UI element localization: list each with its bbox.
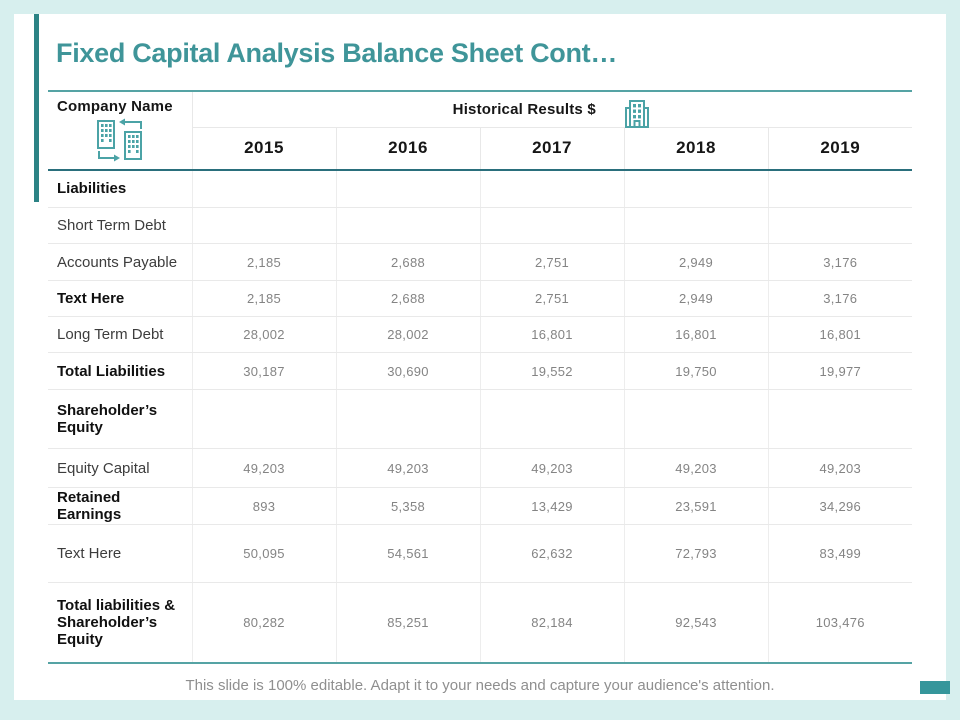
cell-value: 50,095 bbox=[191, 524, 336, 583]
table-row-equity-capital: Equity Capital 49,203 49,203 49,203 49,2… bbox=[48, 448, 913, 488]
cell-value bbox=[767, 389, 913, 449]
cell-value: 23,591 bbox=[623, 487, 768, 525]
table-row-text-here-2: Text Here 50,095 54,561 62,632 72,793 83… bbox=[48, 524, 913, 583]
table-row-long-term-debt: Long Term Debt 28,002 28,002 16,801 16,8… bbox=[48, 316, 913, 353]
footer-note: This slide is 100% editable. Adapt it to… bbox=[185, 677, 775, 694]
table-row-total-liabilities: Total Liabilities 30,187 30,690 19,552 1… bbox=[48, 352, 913, 390]
table-row-text-here-1: Text Here 2,185 2,688 2,751 2,949 3,176 bbox=[48, 280, 913, 317]
cell-value: 82,184 bbox=[479, 582, 624, 663]
cell-value: 3,176 bbox=[767, 280, 913, 317]
title-accent-bar bbox=[34, 14, 39, 202]
cell-value bbox=[335, 169, 480, 208]
row-label: Text Here bbox=[48, 524, 192, 583]
cell-value bbox=[335, 389, 480, 449]
cell-value bbox=[191, 207, 336, 244]
cell-value bbox=[191, 169, 336, 208]
cell-value: 49,203 bbox=[623, 448, 768, 488]
cell-value: 49,203 bbox=[767, 448, 913, 488]
table-row-liabilities: Liabilities bbox=[48, 169, 913, 208]
cell-value: 16,801 bbox=[623, 316, 768, 353]
cell-value: 13,429 bbox=[479, 487, 624, 525]
year-header-2017: 2017 bbox=[479, 127, 624, 171]
table-row-total-liabilities-shareholders-equity: Total liabilities & Shareholder’s Equity… bbox=[48, 582, 913, 663]
cell-value: 28,002 bbox=[335, 316, 480, 353]
cell-value: 28,002 bbox=[191, 316, 336, 353]
cell-value: 3,176 bbox=[767, 243, 913, 281]
cell-value: 49,203 bbox=[191, 448, 336, 488]
cell-value: 19,750 bbox=[623, 352, 768, 390]
year-header-2018: 2018 bbox=[623, 127, 768, 171]
row-label: Accounts Payable bbox=[48, 243, 192, 281]
cell-value bbox=[623, 389, 768, 449]
cell-value bbox=[479, 169, 624, 208]
cell-value: 2,751 bbox=[479, 243, 624, 281]
cell-value: 2,751 bbox=[479, 280, 624, 317]
cell-value: 2,185 bbox=[191, 243, 336, 281]
row-label: Text Here bbox=[48, 280, 192, 317]
cell-value: 19,552 bbox=[479, 352, 624, 390]
cell-value: 103,476 bbox=[767, 582, 913, 663]
year-header-2016: 2016 bbox=[335, 127, 480, 171]
row-label: Long Term Debt bbox=[48, 316, 192, 353]
cell-value: 49,203 bbox=[479, 448, 624, 488]
cell-value: 92,543 bbox=[623, 582, 768, 663]
row-label: Liabilities bbox=[48, 169, 192, 208]
cell-value bbox=[767, 169, 913, 208]
cell-value: 80,282 bbox=[191, 582, 336, 663]
table-header-row-years: 2015 2016 2017 2018 2019 bbox=[48, 127, 913, 171]
cell-value bbox=[479, 389, 624, 449]
table-row-shareholders-equity: Shareholder’s Equity bbox=[48, 389, 913, 449]
cell-value: 2,688 bbox=[335, 280, 480, 317]
buildings-exchange-icon bbox=[48, 117, 192, 168]
building-icon bbox=[622, 98, 652, 130]
year-header-2019: 2019 bbox=[767, 127, 913, 171]
cell-value: 49,203 bbox=[335, 448, 480, 488]
table-row-accounts-payable: Accounts Payable 2,185 2,688 2,751 2,949… bbox=[48, 243, 913, 281]
balance-sheet-table-wrap: Company Name bbox=[48, 90, 913, 664]
cell-value: 83,499 bbox=[767, 524, 913, 583]
table-header-row-1: Company Name bbox=[48, 91, 913, 171]
row-label: Short Term Debt bbox=[48, 207, 192, 244]
historical-results-header: Historical Results $ bbox=[191, 91, 913, 130]
balance-sheet-table: Company Name bbox=[48, 90, 913, 664]
historical-results-label: Historical Results $ bbox=[452, 101, 596, 118]
cell-value bbox=[623, 169, 768, 208]
row-label: Total Liabilities bbox=[48, 352, 192, 390]
table-row-retained-earnings: Retained Earnings 893 5,358 13,429 23,59… bbox=[48, 487, 913, 525]
table-row-short-term-debt: Short Term Debt bbox=[48, 207, 913, 244]
cell-value: 2,688 bbox=[335, 243, 480, 281]
cell-value: 30,690 bbox=[335, 352, 480, 390]
slide: Fixed Capital Analysis Balance Sheet Con… bbox=[14, 14, 946, 700]
cell-value: 893 bbox=[191, 487, 336, 525]
row-label: Shareholder’s Equity bbox=[48, 389, 192, 449]
cell-value bbox=[623, 207, 768, 244]
cell-value: 5,358 bbox=[335, 487, 480, 525]
cell-value bbox=[191, 389, 336, 449]
page-title: Fixed Capital Analysis Balance Sheet Con… bbox=[56, 38, 618, 68]
row-label: Retained Earnings bbox=[48, 487, 192, 525]
cell-value: 34,296 bbox=[767, 487, 913, 525]
row-label: Total liabilities & Shareholder’s Equity bbox=[57, 596, 176, 648]
cell-value: 85,251 bbox=[335, 582, 480, 663]
cell-value: 30,187 bbox=[191, 352, 336, 390]
year-header-2015: 2015 bbox=[191, 127, 336, 171]
cell-value bbox=[335, 207, 480, 244]
cell-value: 72,793 bbox=[623, 524, 768, 583]
cell-value: 16,801 bbox=[767, 316, 913, 353]
cell-value: 2,949 bbox=[623, 243, 768, 281]
cell-value: 19,977 bbox=[767, 352, 913, 390]
cell-value: 2,949 bbox=[623, 280, 768, 317]
cell-value: 62,632 bbox=[479, 524, 624, 583]
cell-value: 2,185 bbox=[191, 280, 336, 317]
cell-value: 16,801 bbox=[479, 316, 624, 353]
cell-value bbox=[479, 207, 624, 244]
row-label: Equity Capital bbox=[48, 448, 192, 488]
corner-accent-chip bbox=[920, 681, 950, 694]
company-name-label: Company Name bbox=[57, 98, 173, 115]
cell-value: 54,561 bbox=[335, 524, 480, 583]
company-name-cell: Company Name bbox=[48, 91, 192, 171]
cell-value bbox=[767, 207, 913, 244]
